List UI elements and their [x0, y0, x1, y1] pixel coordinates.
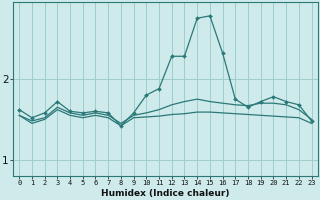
- X-axis label: Humidex (Indice chaleur): Humidex (Indice chaleur): [101, 189, 230, 198]
